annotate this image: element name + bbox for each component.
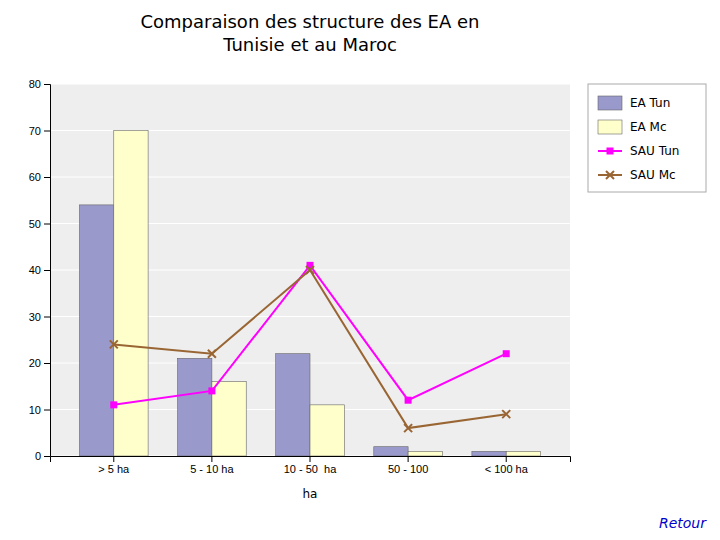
tick: 50 bbox=[29, 218, 50, 230]
marker bbox=[502, 410, 510, 418]
bar bbox=[374, 447, 408, 456]
axis-line bbox=[51, 457, 571, 463]
tick-mark bbox=[44, 317, 50, 318]
tick: 50 - 100 bbox=[388, 456, 428, 475]
legend-box bbox=[588, 84, 706, 192]
tick-mark bbox=[44, 363, 50, 364]
marker bbox=[208, 350, 216, 358]
legend-label: SAU Mc bbox=[630, 168, 676, 182]
marker bbox=[208, 387, 215, 394]
x-axis-label: ha bbox=[303, 487, 318, 501]
axis-line bbox=[44, 85, 51, 457]
line-series bbox=[110, 262, 509, 409]
legend: EA Tun EA Mc SAU Tun SAU Mc bbox=[588, 84, 706, 192]
bar-series bbox=[114, 131, 541, 457]
tick-label: 50 bbox=[29, 218, 41, 230]
line bbox=[114, 270, 506, 428]
bar bbox=[79, 205, 113, 456]
tick: 20 bbox=[29, 357, 50, 369]
legend-swatch bbox=[598, 96, 622, 110]
legend-swatch bbox=[598, 120, 622, 134]
title: Comparaison des structure des EA enTunis… bbox=[140, 11, 479, 55]
tick-mark bbox=[310, 456, 311, 462]
line-series bbox=[110, 266, 510, 432]
line bbox=[114, 265, 506, 405]
tick: 70 bbox=[29, 125, 50, 137]
chart: Comparaison des structure des EA enTunis… bbox=[0, 0, 720, 540]
legend-item: SAU Tun bbox=[598, 144, 679, 158]
legend-marker bbox=[606, 171, 614, 179]
bar bbox=[408, 451, 442, 456]
marker bbox=[110, 340, 118, 348]
legend-label: EA Tun bbox=[630, 96, 670, 110]
tick-label: 20 bbox=[29, 357, 41, 369]
tick: 10 - 50 ha bbox=[284, 456, 337, 475]
marker bbox=[405, 397, 412, 404]
bar bbox=[310, 405, 344, 456]
bar bbox=[506, 451, 540, 456]
tick-mark bbox=[44, 410, 50, 411]
tick-label: 50 - 100 bbox=[388, 463, 428, 475]
tick: 80 bbox=[29, 78, 50, 90]
tick: 30 bbox=[29, 311, 50, 323]
tick: 60 bbox=[29, 171, 50, 183]
tick-label: 70 bbox=[29, 125, 41, 137]
tick-mark bbox=[408, 456, 409, 462]
bar bbox=[212, 382, 246, 456]
tick-label: 30 bbox=[29, 311, 41, 323]
tick: > 5 ha bbox=[98, 456, 130, 475]
tick-mark bbox=[211, 456, 212, 462]
grid-line bbox=[50, 84, 570, 85]
plot-background bbox=[50, 84, 570, 456]
marker bbox=[306, 266, 314, 274]
tick-label: < 100 ha bbox=[485, 463, 529, 475]
bar bbox=[472, 451, 506, 456]
x-axis: > 5 ha 5 - 10 ha 10 - 50 ha 50 - 100 < 100 h… bbox=[51, 456, 571, 475]
tick: < 100 ha bbox=[485, 456, 529, 475]
legend-label: SAU Tun bbox=[630, 144, 679, 158]
tick: 10 bbox=[29, 404, 50, 416]
tick-label: > 5 ha bbox=[98, 463, 130, 475]
tick-mark bbox=[113, 456, 114, 462]
grid bbox=[50, 84, 570, 456]
plot: > 5 ha 5 - 10 ha 10 - 50 ha 50 - 100 < 100 h… bbox=[29, 78, 571, 501]
tick: 0 bbox=[35, 450, 50, 462]
tick-mark bbox=[44, 224, 50, 225]
tick-mark bbox=[44, 84, 50, 85]
bar bbox=[114, 131, 148, 457]
tick-label: 10 - 50 ha bbox=[284, 463, 337, 475]
tick-mark bbox=[506, 456, 507, 462]
tick: 5 - 10 ha bbox=[190, 456, 234, 475]
tick-label: 80 bbox=[29, 78, 41, 90]
tick-label: 40 bbox=[29, 264, 41, 276]
tick-mark bbox=[44, 131, 50, 132]
title-line: Comparaison des structure des EA en bbox=[140, 11, 479, 32]
marker bbox=[404, 424, 412, 432]
tick-mark bbox=[44, 270, 50, 271]
bar bbox=[178, 358, 212, 456]
legend-marker bbox=[607, 148, 614, 155]
tick: 40 bbox=[29, 264, 50, 276]
tick-label: 60 bbox=[29, 171, 41, 183]
legend-item: EA Tun bbox=[598, 96, 670, 110]
tick-mark bbox=[44, 456, 50, 457]
marker bbox=[503, 350, 510, 357]
tick-label: 10 bbox=[29, 404, 41, 416]
legend-item: EA Mc bbox=[598, 120, 667, 134]
legend-label: EA Mc bbox=[630, 120, 667, 134]
bar bbox=[276, 354, 310, 456]
link[interactable]: Retour bbox=[659, 515, 707, 531]
marks bbox=[79, 131, 540, 457]
title-line: Tunisie et au Maroc bbox=[222, 34, 397, 55]
tick-label: 0 bbox=[35, 450, 41, 462]
tick-mark bbox=[44, 177, 50, 178]
legend-item: SAU Mc bbox=[598, 168, 676, 182]
tick-label: 5 - 10 ha bbox=[190, 463, 234, 475]
marker bbox=[110, 401, 117, 408]
y-axis: 0 10 20 30 40 50 60 70 80 bbox=[29, 78, 51, 462]
